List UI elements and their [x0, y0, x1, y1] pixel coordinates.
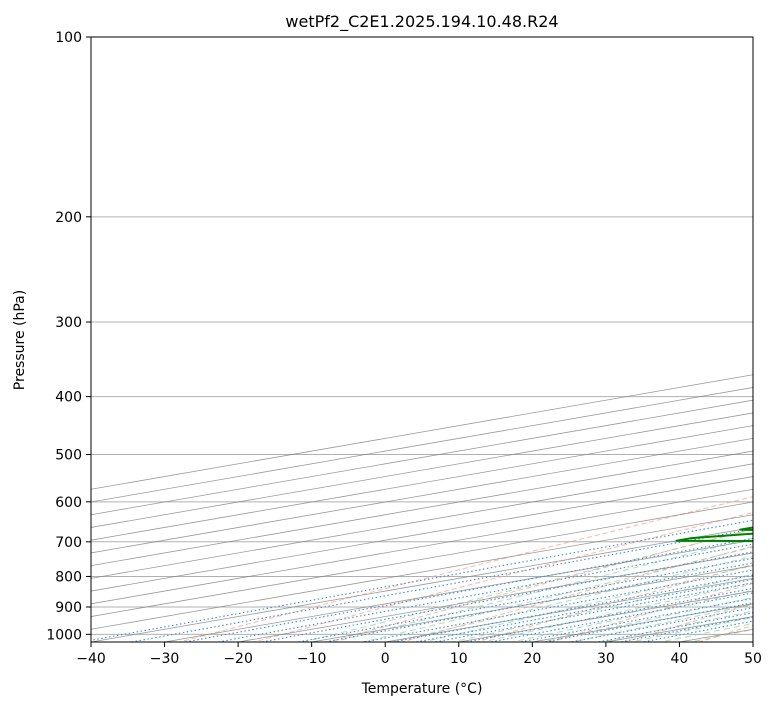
mixing-ratio-line	[431, 582, 753, 642]
y-tick-label: 700	[55, 535, 82, 551]
isotherm	[91, 527, 753, 642]
isotherm	[91, 463, 753, 579]
y-tick-label: 200	[55, 210, 82, 226]
mixing-ratio-line	[91, 519, 753, 641]
x-tick-label: −10	[297, 651, 327, 667]
isotherm	[91, 501, 753, 617]
y-axis-ticks: 100 200 300 400 500 600 700 800 900 1000	[46, 30, 91, 643]
y-axis-label: Pressure (hPa)	[12, 290, 28, 390]
dry-adiabat	[548, 583, 753, 642]
dry-adiabat	[474, 563, 753, 642]
x-tick-label: −20	[223, 651, 253, 667]
skewed-isotherms	[91, 374, 753, 642]
plot-frame	[90, 36, 754, 643]
dry-adiabat	[177, 496, 753, 642]
moist-adiabat	[330, 537, 753, 642]
y-tick-label: 600	[55, 495, 82, 511]
y-tick-label: 1000	[46, 627, 82, 643]
y-tick-label: 900	[55, 600, 82, 616]
mixing-ratio-line	[517, 597, 753, 642]
moist-adiabat	[509, 589, 753, 642]
y-tick-label: 500	[55, 448, 82, 464]
moist-adiabat	[450, 573, 753, 642]
y-tick-label: 800	[55, 569, 82, 585]
moist-adiabats	[301, 528, 753, 642]
chart-title: wetPf2_C2E1.2025.194.10.48.R24	[285, 12, 558, 32]
dry-adiabat	[326, 528, 753, 642]
mixing-ratio-line	[487, 592, 753, 642]
pressure-gridlines	[91, 37, 753, 635]
isotherm	[91, 514, 753, 630]
mixing-ratio-line	[541, 602, 753, 642]
x-tick-label: 30	[597, 651, 615, 667]
mixing-ratio-line	[462, 587, 753, 642]
x-tick-label: −40	[76, 651, 106, 667]
y-tick-label: 400	[55, 390, 82, 406]
isotherm	[162, 539, 753, 642]
isotherm	[91, 476, 753, 592]
y-tick-label: 300	[55, 315, 82, 331]
isotherm	[91, 437, 753, 554]
x-tick-label: −30	[150, 651, 180, 667]
mixing-ratio-line	[128, 528, 753, 642]
x-tick-label: 10	[450, 651, 468, 667]
x-tick-label: 40	[671, 651, 689, 667]
isotherm	[91, 488, 753, 605]
x-tick-label: 0	[381, 651, 390, 667]
x-tick-label: 20	[523, 651, 541, 667]
mixing-ratio-lines	[91, 519, 753, 642]
x-axis-ticks: −40 −30 −20 −10 0 10 20 30 40 50	[76, 642, 762, 667]
mixing-ratio-line	[258, 551, 753, 642]
moist-adiabat	[360, 546, 753, 642]
moist-adiabat	[420, 564, 753, 642]
y-tick-label: 100	[55, 30, 82, 46]
plot-area: 0.10.20.40.611.523456810131620253036-100…	[91, 37, 753, 642]
x-axis-label: Temperature (°C)	[361, 681, 483, 697]
x-tick-label: 50	[744, 651, 762, 667]
isotherm	[91, 450, 753, 567]
